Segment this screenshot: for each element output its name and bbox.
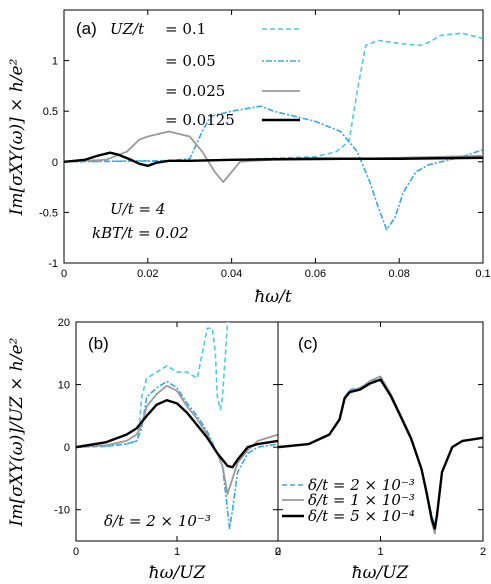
panel-a-frame [63,9,484,264]
legend-c-label-1: δ/t = 1 × 10⁻³ [308,491,415,509]
annotation-temperature: kBT/t = 0.02 [92,224,189,242]
panel-a: 0 0.02 0.04 0.06 0.08 0.1 -1 -0.5 0 0.5 1 (a) UZ/t… [7,9,491,307]
panel-a-xlabel: ħω/t [254,287,292,307]
panel-a-ytick-label-2: 0 [52,157,58,169]
annotation-u-over-t: U/t = 4 [110,200,165,218]
panel-b-series-2-line [76,384,278,495]
panel-c-series-2-line [278,378,483,530]
panel-a-series [64,32,483,231]
legend-title: UZ/t [110,20,145,38]
panel-c: 0 1 2 (c) δ/t = 2 × 10⁻³ δ/t = 1 × 10⁻³ δ/… [275,321,486,583]
panel-a-tag: (a) [76,19,97,38]
panel-c-xtick-label-0: 0 [275,546,281,558]
panel-a-ytick-label-0: -1 [48,258,58,270]
panel-a-ticks: 0 0.02 0.04 0.06 0.08 0.1 -1 -0.5 0 0.5 1 [39,10,491,280]
panel-b-series-3-line [76,399,278,469]
legend-label-1: = 0.05 [165,52,216,70]
panel-b-series-1-line [76,380,278,530]
panel-a-series-0-line [64,32,483,163]
panel-a-ytick-label-3: 0.5 [43,106,58,118]
panel-b-ytick-label-3: 20 [58,317,70,329]
panel-a-xtick-label-2: 0.04 [221,268,242,280]
panel-c-xlabel: ħω/UZ [352,563,410,583]
panel-b-ytick-label-0: -10 [54,505,70,517]
panel-b-xtick-label-0: 0 [73,546,79,558]
panel-c-xtick-label-1: 1 [377,546,383,558]
legend-c-label-0: δ/t = 2 × 10⁻³ [308,476,415,494]
panel-b-frame [75,321,279,542]
annotation-delta: δ/t = 2 × 10⁻³ [104,512,211,530]
panel-a-ytick-label-4: 1 [52,56,58,68]
panel-a-series-3-line [64,151,483,168]
panel-c-ticks: 0 1 2 [275,321,486,558]
legend-c-label-2: δ/t = 5 × 10⁻⁴ [308,507,415,525]
panel-c-tag: (c) [298,334,318,353]
panel-b: 0 1 2 -10 0 10 20 (b) δ/t = 2 × 10⁻³ ħω/UZ Im[… [7,317,281,583]
panel-a-xtick-label-5: 0.1 [475,268,490,280]
panel-a-series-1-line [64,105,483,231]
panel-c-xtick-label-2: 2 [480,546,486,558]
panel-a-xtick-label-0: 0 [61,268,67,280]
legend-label-0: = 0.1 [165,20,206,38]
panel-b-xtick-label-1: 1 [174,546,180,558]
panel-b-xtick-label-2: 2 [275,546,281,558]
panel-a-ytick-label-1: -0.5 [39,207,58,219]
legend-label-2: = 0.025 [165,82,225,100]
panel-c-series [278,375,483,535]
panel-a-series-2-line [64,130,483,183]
panel-a-xtick-label-4: 0.08 [388,268,409,280]
panel-a-xtick-label-1: 0.02 [137,268,158,280]
panel-b-tag: (b) [88,334,109,353]
panel-b-ticks: 0 1 2 -10 0 10 20 [54,317,281,558]
panel-b-ytick-label-2: 10 [58,380,70,392]
panel-a-xtick-label-3: 0.06 [305,268,326,280]
panel-b-ylabel: Im[σXY(ω)]/UZ × h/e² [7,338,27,528]
panel-b-series [76,322,278,530]
panel-a-ylabel: Im[σXY(ω)] × h/e² [7,58,27,216]
panel-b-ytick-label-1: 0 [64,442,70,454]
panel-b-xlabel: ħω/UZ [149,563,207,583]
legend-label-3: = 0.0125 [165,111,235,129]
